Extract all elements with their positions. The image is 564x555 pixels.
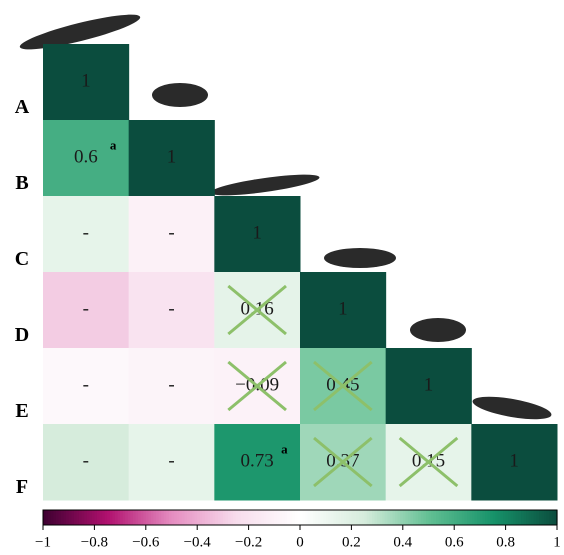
- colorbar-tick-label: 0.8: [496, 534, 515, 550]
- cell-label: 1: [509, 450, 519, 471]
- colorbar-tick-label: −0.4: [184, 534, 212, 550]
- superscript: a: [281, 442, 288, 457]
- cell-label: 1: [81, 70, 91, 91]
- cell-label: -: [83, 222, 89, 243]
- cell-label: 1: [252, 222, 262, 243]
- colorbar-tick-label: 1: [553, 534, 561, 550]
- cell-label: -: [83, 450, 89, 471]
- colorbar-tick-label: 0.2: [342, 534, 361, 550]
- colorbar-tick-label: 0: [296, 534, 304, 550]
- colorbar-tick-label: 0.6: [445, 534, 464, 550]
- cell-label: 1: [167, 146, 177, 167]
- cell-label: -: [168, 298, 174, 319]
- cell-label: -: [168, 374, 174, 395]
- row-label: E: [15, 400, 28, 422]
- cell-label: 0.73: [241, 450, 274, 471]
- cell-label: -: [83, 374, 89, 395]
- cell-label: 0.6: [74, 146, 98, 167]
- chart: A1B0.61C--1D--0.161E--−0.090.451F--0.730…: [0, 0, 564, 555]
- colorbar: [43, 510, 558, 525]
- row-label: A: [15, 96, 30, 118]
- cell-label: -: [83, 298, 89, 319]
- row-label: B: [15, 172, 28, 194]
- colorbar-tick-label: −0.6: [132, 534, 160, 550]
- cell-label: -: [168, 222, 174, 243]
- colorbar-tick-label: −0.2: [235, 534, 262, 550]
- row-label: D: [15, 324, 29, 346]
- colorbar-tick-label: −0.8: [81, 534, 108, 550]
- superscript: a: [110, 138, 117, 153]
- row-label: C: [15, 248, 29, 270]
- cell-label: 1: [424, 374, 434, 395]
- row-label: F: [16, 476, 28, 498]
- colorbar-tick-label: −1: [35, 534, 51, 550]
- colorbar-tick-label: 0.4: [393, 534, 412, 550]
- cell-label: -: [168, 450, 174, 471]
- cell-label: 1: [338, 298, 348, 319]
